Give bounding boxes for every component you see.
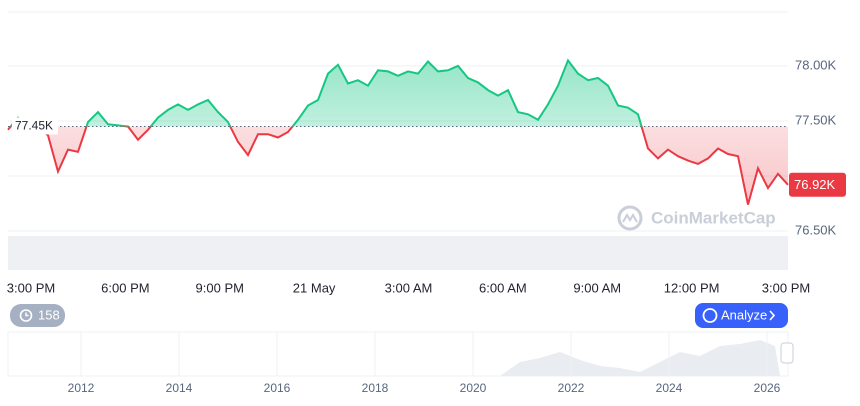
price-line-down [7,126,789,205]
volume-area [8,236,788,270]
baseline-label: 77.45K [15,119,53,133]
price-line-up [9,58,643,127]
analyze-text: Analyze [721,307,767,322]
x-tick-label: 12:00 PM [664,280,720,295]
navigator-year: 2024 [656,381,683,395]
badge-text: 158 [38,307,60,322]
x-tick-label: 6:00 PM [101,280,149,295]
navigator-year: 2022 [558,381,585,395]
area-down [8,126,788,205]
baseline-label-bg [12,117,58,135]
y-tick-label: 77.50K [795,112,837,127]
x-tick-label: 9:00 AM [573,280,621,295]
analyze-button[interactable]: Analyze [695,303,788,328]
navigator-year: 2014 [166,381,193,395]
x-tick-label: 3:00 PM [762,280,810,295]
x-tick-label: 9:00 PM [196,280,244,295]
watermark-text: CoinMarketCap [651,208,776,227]
navigator-year: 2018 [362,381,389,395]
navigator-year: 2012 [68,381,95,395]
x-tick-label: 6:00 AM [479,280,527,295]
area-up [8,60,788,127]
watermark: CoinMarketCap [617,205,776,231]
y-tick-label: 76.50K [795,222,837,237]
last-price-label: 76.92K [794,177,836,192]
navigator-year: 2020 [460,381,487,395]
navigator [7,331,794,377]
history-badge[interactable]: 158 [10,304,65,327]
navigator-year: 2026 [754,381,781,395]
last-price-bg [789,172,846,197]
x-tick-label: 21 May [293,280,336,295]
x-tick-label: 3:00 PM [7,280,55,295]
y-tick-label: 78.00K [795,57,837,72]
navigator-year: 2016 [264,381,291,395]
x-tick-label: 3:00 AM [385,280,433,295]
